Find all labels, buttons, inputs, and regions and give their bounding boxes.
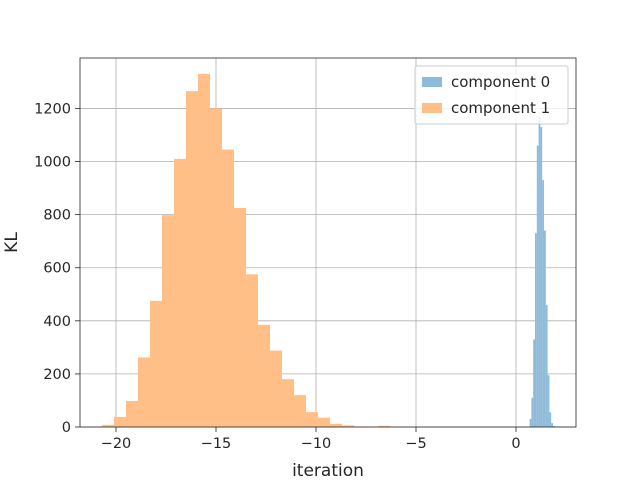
- histogram-bar: [330, 423, 342, 427]
- histogram-bar: [246, 274, 258, 427]
- histogram-bar: [551, 423, 553, 427]
- legend-box: [414, 65, 569, 125]
- histogram-bar: [533, 339, 535, 427]
- histogram-bar: [114, 416, 126, 427]
- legend-swatch-component-0: [422, 77, 442, 87]
- histogram-bar: [210, 108, 222, 428]
- plot-area-frame: [79, 57, 577, 428]
- y-tick-label: 1200: [34, 101, 71, 117]
- x-tick-label: 0: [511, 436, 520, 452]
- histogram-bar: [536, 145, 539, 427]
- histogram-bar: [270, 350, 282, 427]
- x-tick-label: −10: [301, 436, 332, 452]
- legend-label-component-1: component 1: [451, 99, 550, 117]
- histogram-bar: [294, 395, 306, 427]
- y-tick-label: 400: [43, 314, 71, 330]
- x-axis-ticks: −20 −15 −10 −5 0: [101, 427, 521, 452]
- histogram-bar: [198, 73, 210, 428]
- y-axis-ticks: 0 200 400 600 800 1000 1200: [34, 101, 80, 436]
- series-component-0-bars: [529, 116, 555, 428]
- x-tick-label: −15: [201, 436, 232, 452]
- legend-swatch-component-1: [422, 103, 442, 113]
- histogram-bar: [102, 424, 114, 427]
- histogram-bar: [126, 400, 138, 427]
- x-tick-label: −5: [405, 436, 426, 452]
- legend-label-component-0: component 0: [451, 73, 550, 91]
- y-tick-label: 800: [43, 208, 71, 224]
- histogram-bar: [540, 127, 543, 428]
- histogram-bar: [258, 324, 270, 427]
- histogram-bar: [549, 412, 552, 427]
- histogram-bar: [542, 180, 544, 427]
- histogram-bar: [138, 357, 150, 427]
- x-tick-label: −20: [101, 436, 132, 452]
- y-tick-label: 600: [43, 261, 71, 277]
- y-tick-label: 1000: [34, 155, 71, 171]
- histogram-bar: [282, 379, 294, 427]
- histogram-bar: [174, 158, 186, 428]
- y-tick-label: 200: [43, 367, 71, 383]
- histogram-bar: [538, 116, 541, 427]
- histogram-bar: [544, 230, 546, 427]
- histogram-bar: [531, 397, 534, 427]
- legend: component 0 component 1: [414, 65, 569, 125]
- series-component-1-bars: [102, 73, 390, 428]
- histogram-bar: [186, 91, 198, 427]
- histogram-bar: [150, 300, 162, 427]
- y-tick-label: 0: [62, 420, 71, 436]
- histogram-bar: [378, 425, 390, 427]
- histogram-bar: [162, 215, 174, 427]
- histogram-bar: [234, 207, 246, 427]
- histogram-bar: [342, 425, 354, 427]
- histogram-bar: [318, 417, 330, 427]
- histogram-bar: [545, 304, 548, 427]
- x-axis-label: iteration: [292, 461, 364, 480]
- y-axis-label: KL: [2, 232, 22, 253]
- histogram-bar: [222, 149, 234, 427]
- histogram-bar: [306, 412, 318, 427]
- histogram-bar: [547, 375, 550, 427]
- histogram-bar: [535, 233, 537, 427]
- histogram-bar: [529, 419, 532, 427]
- histogram-bar: [553, 425, 555, 427]
